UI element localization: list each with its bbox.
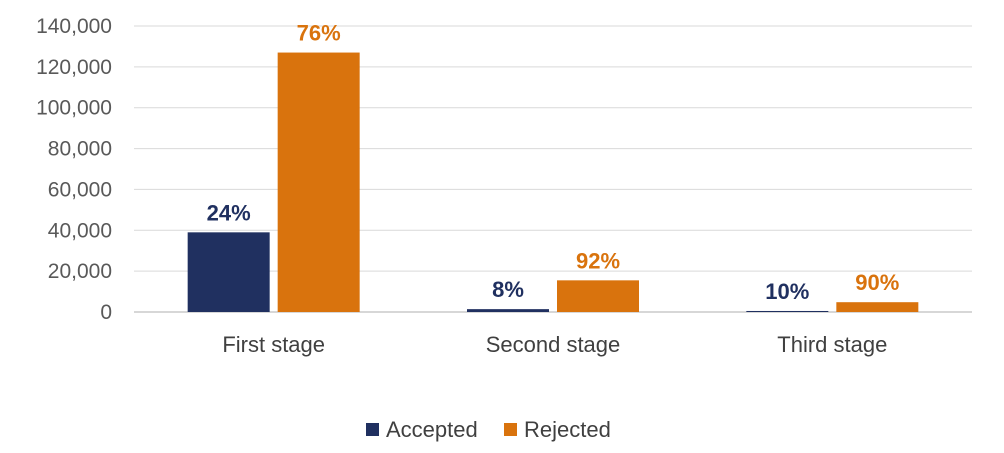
y-tick-label: 80,000 xyxy=(48,138,112,161)
legend-swatch-accepted xyxy=(366,423,379,436)
y-tick-label: 140,000 xyxy=(36,15,112,38)
legend-swatch-rejected xyxy=(504,423,517,436)
y-tick-label: 0 xyxy=(100,301,112,324)
bar-rejected-2 xyxy=(557,280,639,312)
bar-accepted-3 xyxy=(746,310,829,312)
y-tick-label: 40,000 xyxy=(48,219,112,242)
y-tick-label: 120,000 xyxy=(36,56,112,79)
y-axis-tick-labels: 0 20,000 40,000 60,000 80,000 100,000 120,000 1… xyxy=(36,15,112,324)
bars xyxy=(187,52,919,313)
data-label-accepted-1: 24% xyxy=(207,200,251,225)
gridlines xyxy=(134,25,972,313)
data-label-rejected-3: 90% xyxy=(855,270,899,295)
category-label: First stage xyxy=(222,332,325,357)
category-label: Second stage xyxy=(486,332,621,357)
y-tick-label: 60,000 xyxy=(48,178,112,201)
data-label-rejected-1: 76% xyxy=(297,21,341,46)
data-label-rejected-2: 92% xyxy=(576,248,620,273)
y-tick-label: 100,000 xyxy=(36,97,112,120)
bar-accepted-1 xyxy=(187,232,270,312)
x-axis-category-labels: First stage Second stage Third stage xyxy=(222,332,887,357)
data-label-accepted-3: 10% xyxy=(765,279,809,304)
data-labels: 24% 76% 8% 92% 10% 90% xyxy=(207,21,900,304)
bar-rejected-3 xyxy=(836,302,919,312)
category-label: Third stage xyxy=(777,332,887,357)
legend-label-accepted: Accepted xyxy=(386,417,478,442)
legend-label-rejected: Rejected xyxy=(524,417,611,442)
legend: Accepted Rejected xyxy=(366,417,611,442)
bar-accepted-2 xyxy=(467,309,549,312)
bar-rejected-1 xyxy=(277,52,360,313)
data-label-accepted-2: 8% xyxy=(492,277,524,302)
y-tick-label: 20,000 xyxy=(48,260,112,283)
